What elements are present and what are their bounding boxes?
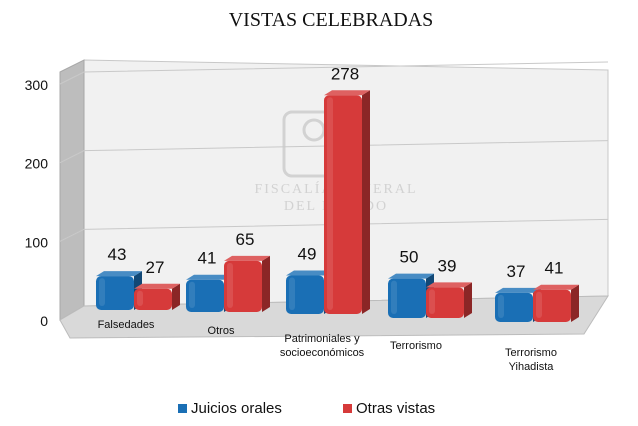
bar-otras-highlight xyxy=(536,291,542,318)
bar-juicios-highlight xyxy=(391,280,397,314)
data-label: 278 xyxy=(331,64,359,83)
bar-juicios-top xyxy=(186,274,232,280)
gridlines xyxy=(59,61,609,242)
x-tick-label: socioeconómicos xyxy=(280,347,365,359)
bar-otras xyxy=(324,90,370,314)
legend: Juicios orales Otras vistas xyxy=(178,400,435,417)
x-tick-label: Falsedades xyxy=(98,319,155,331)
data-label: 41 xyxy=(198,249,217,268)
chart-title: VISTAS CELEBRADAS xyxy=(229,9,434,31)
bar-otras xyxy=(224,255,270,312)
y-tick-label: 300 xyxy=(25,77,49,93)
bar-otras-side xyxy=(262,255,270,312)
legend-swatch xyxy=(343,404,352,413)
data-label: 27 xyxy=(146,258,165,277)
gridline xyxy=(59,61,609,85)
bar-otras-side xyxy=(172,283,180,310)
y-tick-label: 200 xyxy=(25,156,49,172)
bar-juicios-top xyxy=(388,273,434,279)
bar-otras-front xyxy=(134,288,172,310)
legend-item: Otras vistas xyxy=(343,400,435,417)
bar-juicios-highlight xyxy=(289,277,295,310)
bar-juicios-front xyxy=(286,275,324,314)
bar-juicios-top xyxy=(495,287,541,293)
bar-juicios-front xyxy=(96,276,134,310)
x-tick-label: Terrorismo xyxy=(505,347,557,359)
data-label: 50 xyxy=(400,248,419,267)
bar-otras-top xyxy=(533,284,579,290)
bar-otras-front xyxy=(324,95,362,314)
gridline xyxy=(59,218,609,242)
legend-item: Juicios orales xyxy=(178,400,282,417)
bar-otras-front xyxy=(426,287,464,318)
data-label: 37 xyxy=(507,262,526,281)
legend-label: Juicios orales xyxy=(191,400,282,417)
bar-otras-front xyxy=(224,260,262,312)
category-labels: Falsedades Otros Patrimoniales y socioeconó… xyxy=(98,319,557,373)
bar-otras-side xyxy=(464,282,472,318)
bars xyxy=(96,90,579,322)
data-label: 49 xyxy=(298,244,317,263)
bar-juicios-front xyxy=(495,292,533,322)
bar-otras-top xyxy=(324,90,370,96)
y-tick-label: 0 xyxy=(40,313,48,329)
legend-swatch xyxy=(178,404,187,413)
x-tick-label: Patrimoniales y xyxy=(284,333,360,345)
bar-juicios-highlight xyxy=(189,281,195,308)
bar-juicios-front xyxy=(186,279,224,312)
bar-otras-side xyxy=(362,90,370,314)
data-label: 65 xyxy=(236,230,255,249)
side-wall xyxy=(59,59,85,321)
bar-otras xyxy=(134,283,180,310)
legend-label: Otras vistas xyxy=(356,400,435,417)
bar-otras-side xyxy=(571,284,579,322)
bar-otras-highlight xyxy=(227,262,233,308)
bar-juicios-highlight xyxy=(498,294,504,318)
data-label: 43 xyxy=(108,245,127,264)
bar-juicios-top xyxy=(96,271,142,277)
bar-otras-highlight xyxy=(137,290,143,306)
bar-juicios-highlight xyxy=(99,278,105,306)
value-labels: 43 41 49 50 37 27 65 278 39 41 xyxy=(108,64,564,281)
x-tick-label: Otros xyxy=(208,325,235,337)
bar-otras-highlight xyxy=(429,289,435,314)
bar-juicios-top xyxy=(286,270,332,276)
bar-otras-top xyxy=(134,283,180,289)
y-axis-ticks: 0 100 200 300 xyxy=(25,77,49,329)
bar-otras xyxy=(426,282,472,318)
bar-otras-highlight xyxy=(327,97,333,310)
bar-otras xyxy=(533,284,579,322)
y-tick-label: 100 xyxy=(25,234,49,250)
data-label: 39 xyxy=(438,256,457,275)
bar-otras-top xyxy=(426,282,472,288)
bar-otras-top xyxy=(224,255,270,261)
bar-otras-front xyxy=(533,289,571,322)
data-label: 41 xyxy=(545,259,564,278)
gridline xyxy=(59,140,609,164)
x-tick-label: Terrorismo xyxy=(390,340,442,352)
x-tick-label: Yihadista xyxy=(509,361,555,373)
bar-juicios-front xyxy=(388,278,426,318)
